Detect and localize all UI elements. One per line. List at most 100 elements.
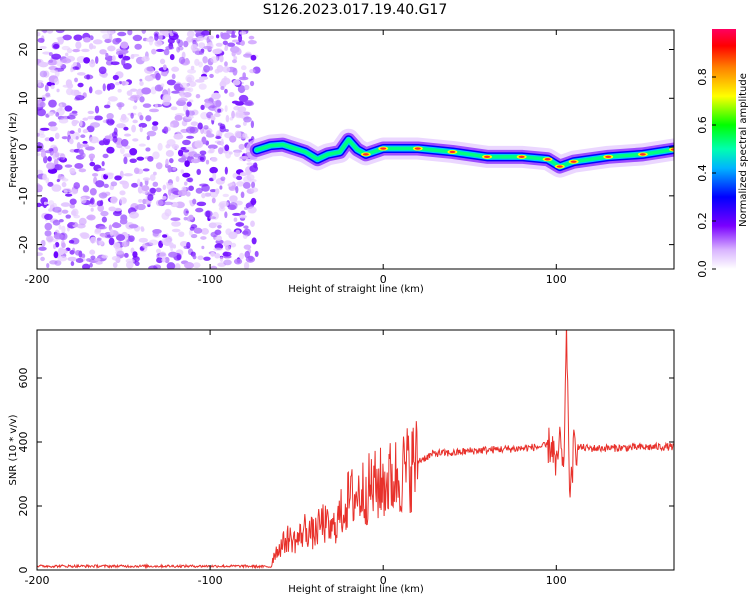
- noise-speck: [163, 201, 174, 206]
- noise-speck: [65, 193, 73, 197]
- noise-speck: [132, 105, 138, 110]
- noise-speck: [165, 158, 169, 167]
- noise-speck: [146, 135, 150, 141]
- noise-speck: [119, 147, 125, 155]
- noise-speck: [100, 30, 111, 34]
- noise-speck: [38, 61, 49, 68]
- noise-speck: [179, 82, 190, 89]
- noise-speck: [207, 144, 218, 150]
- noise-speck: [147, 155, 154, 162]
- noise-speck: [239, 156, 249, 160]
- noise-speck: [240, 210, 246, 216]
- noise-speck: [43, 155, 48, 164]
- noise-speck: [244, 99, 253, 105]
- snr-x-tick-label: 100: [546, 574, 567, 587]
- noise-speck: [198, 61, 203, 68]
- noise-speck: [45, 92, 51, 97]
- noise-speck: [218, 200, 229, 207]
- noise-speck: [89, 236, 97, 244]
- noise-speck: [114, 81, 120, 86]
- snr-x-tick-label: -100: [198, 574, 223, 587]
- noise-speck: [229, 195, 238, 203]
- noise-speck: [123, 156, 128, 165]
- noise-speck: [171, 144, 180, 150]
- noise-speck: [81, 48, 90, 53]
- noise-speck: [188, 229, 193, 236]
- noise-speck: [228, 231, 238, 240]
- noise-speck: [195, 93, 201, 99]
- noise-speck: [97, 167, 106, 171]
- noise-speck: [216, 64, 224, 73]
- noise-speck: [100, 210, 109, 217]
- noise-speck: [188, 81, 197, 88]
- noise-speck: [69, 198, 77, 205]
- noise-speck: [130, 88, 138, 92]
- noise-speck: [224, 144, 230, 152]
- noise-speck: [219, 125, 226, 133]
- noise-speck: [82, 140, 88, 145]
- noise-speck: [73, 182, 80, 190]
- noise-speck: [142, 177, 151, 181]
- noise-speck: [53, 233, 64, 240]
- spectrogram-y-axis-label: Frequency (Hz): [8, 112, 19, 188]
- noise-speck: [198, 76, 209, 81]
- noise-speck: [254, 250, 259, 258]
- noise-speck: [64, 105, 73, 112]
- noise-speck: [174, 114, 183, 121]
- noise-speck: [139, 126, 143, 133]
- noise-speck: [56, 59, 63, 67]
- noise-speck: [213, 112, 221, 118]
- noise-speck: [196, 36, 205, 42]
- noise-speck: [109, 33, 113, 42]
- noise-speck: [103, 183, 109, 189]
- noise-speck: [249, 68, 256, 74]
- noise-speck: [136, 178, 141, 187]
- noise-speck: [122, 153, 133, 158]
- noise-speck: [99, 49, 107, 55]
- noise-speck: [249, 178, 257, 183]
- noise-speck: [199, 156, 205, 161]
- noise-speck: [144, 75, 153, 82]
- noise-speck: [57, 37, 64, 45]
- noise-speck: [212, 222, 223, 226]
- noise-speck: [37, 132, 40, 137]
- noise-speck: [44, 230, 52, 237]
- noise-speck: [89, 136, 99, 144]
- noise-speck: [190, 224, 198, 229]
- noise-speck: [238, 214, 247, 219]
- noise-speck: [149, 187, 157, 194]
- noise-speck: [37, 152, 41, 157]
- noise-speck: [121, 80, 126, 86]
- spectrogram-y-tick-label: -20: [17, 236, 30, 254]
- noise-speck: [190, 158, 201, 164]
- noise-speck: [204, 192, 212, 197]
- noise-speck: [89, 161, 96, 167]
- noise-speck: [159, 251, 167, 260]
- noise-speck: [105, 118, 110, 124]
- noise-speck: [52, 206, 62, 213]
- noise-speck: [161, 257, 166, 263]
- noise-speck: [112, 38, 121, 45]
- noise-speck: [202, 56, 208, 64]
- noise-speck: [195, 207, 204, 213]
- noise-speck: [167, 164, 172, 173]
- noise-speck: [88, 202, 98, 208]
- noise-speck: [111, 255, 121, 261]
- noise-speck: [37, 252, 43, 257]
- noise-speck: [182, 149, 190, 153]
- noise-speck: [113, 207, 122, 212]
- noise-speck: [238, 34, 243, 43]
- noise-speck: [102, 83, 106, 92]
- noise-speck: [188, 214, 194, 220]
- noise-speck: [43, 201, 48, 205]
- noise-speck: [217, 122, 223, 126]
- noise-speck: [119, 190, 126, 196]
- noise-speck: [177, 189, 188, 197]
- noise-speck: [211, 92, 221, 100]
- noise-speck: [65, 214, 72, 219]
- noise-speck: [212, 172, 217, 181]
- noise-speck: [98, 225, 107, 230]
- noise-speck: [183, 208, 189, 216]
- noise-speck: [163, 126, 169, 134]
- noise-speck: [233, 151, 241, 158]
